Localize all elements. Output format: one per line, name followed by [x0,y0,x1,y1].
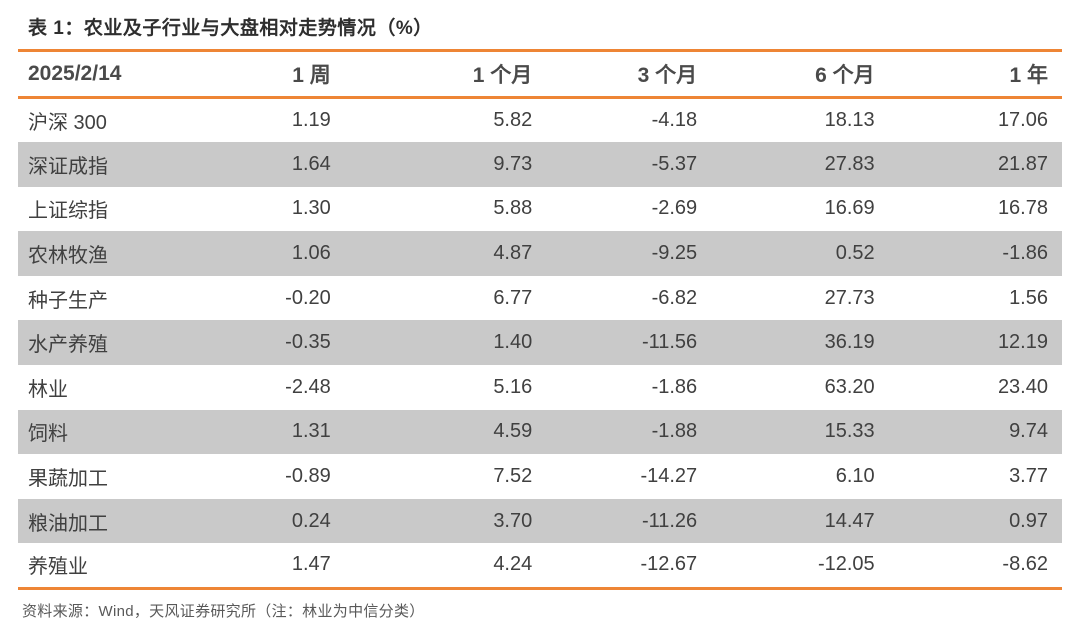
cell: -1.86 [1002,242,1048,265]
cell: 0.97 [1009,509,1048,532]
table-row: 上证综指 1.30 5.88 -2.69 16.69 16.78 [18,187,1062,232]
cell: 21.87 [997,152,1048,175]
table-row: 沪深 300 1.19 5.82 -4.18 18.13 17.06 [18,98,1062,143]
col-header-date: 2025/2/14 [18,50,158,99]
cell: 1.31 [291,420,331,443]
cell: 1.56 [1009,286,1048,309]
cell: -1.86 [651,375,698,398]
cell: 7.52 [493,465,533,488]
row-label: 林业 [28,378,68,401]
cell: 9.73 [493,152,533,175]
cell: 0.24 [291,509,331,532]
table-title: 表 1：农业及子行业与大盘相对走势情况（%） [28,18,433,39]
table-row: 饲料 1.31 4.59 -1.88 15.33 9.74 [18,409,1062,455]
relative-performance-table: 2025/2/14 1 周 1 个月 3 个月 6 个月 1 年 沪深 300 … [18,49,1062,590]
row-label: 粮油加工 [28,512,108,535]
cell: 15.33 [824,420,875,443]
cell: 5.88 [493,197,533,220]
cell: 5.16 [493,375,533,398]
source-note: 资料来源：Wind，天风证券研究所（注：林业为中信分类） [22,602,425,620]
row-label: 饲料 [28,423,68,446]
row-label: 种子生产 [28,289,108,312]
header-row: 2025/2/14 1 周 1 个月 3 个月 6 个月 1 年 [18,50,1062,99]
cell: -0.89 [285,465,331,488]
cell: 16.69 [824,197,875,220]
cell: 17.06 [997,109,1048,132]
cell: 1.47 [291,553,331,576]
col-header-6m: 6 个月 [711,50,889,99]
cell: 6.10 [835,465,875,488]
row-label: 果蔬加工 [28,468,108,491]
cell: 16.78 [997,197,1048,220]
cell: -11.26 [641,509,698,532]
table-row: 养殖业 1.47 4.24 -12.67 -12.05 -8.62 [18,543,1062,588]
table-row: 果蔬加工 -0.89 7.52 -14.27 6.10 3.77 [18,454,1062,499]
cell: 0.52 [835,242,875,265]
cell: 1.06 [291,242,331,265]
table-row: 林业 -2.48 5.16 -1.86 63.20 23.40 [18,365,1062,410]
cell: -9.25 [651,242,698,265]
cell: -1.88 [651,420,698,443]
table-row: 深证成指 1.64 9.73 -5.37 27.83 21.87 [18,142,1062,187]
cell: -14.27 [640,465,698,488]
cell: 3.70 [493,509,533,532]
cell: 3.77 [1009,465,1048,488]
cell: 12.19 [997,331,1048,354]
cell: -5.37 [651,152,698,175]
cell: -0.20 [285,286,331,309]
cell: 18.13 [824,109,875,132]
cell: 27.83 [824,152,875,175]
cell: -8.62 [1002,553,1048,576]
cell: -2.48 [285,375,331,398]
cell: 27.73 [824,286,875,309]
table-row: 水产养殖 -0.35 1.40 -11.56 36.19 12.19 [18,320,1062,366]
cell: 1.64 [291,152,331,175]
col-header-1m: 1 个月 [344,50,547,99]
col-header-1w: 1 周 [157,50,345,99]
row-label: 农林牧渔 [28,245,108,268]
cell: -4.18 [651,109,698,132]
cell: 36.19 [824,331,875,354]
cell: 1.40 [493,331,533,354]
row-label: 水产养殖 [28,334,108,357]
row-label: 沪深 300 [28,112,107,135]
cell: 63.20 [824,375,875,398]
cell: -11.56 [641,331,698,354]
cell: 4.59 [493,420,533,443]
cell: -12.05 [817,553,875,576]
table-row: 粮油加工 0.24 3.70 -11.26 14.47 0.97 [18,498,1062,544]
cell: -12.67 [640,553,698,576]
cell: 1.30 [291,197,331,220]
cell: -2.69 [651,197,698,220]
row-label: 养殖业 [28,556,88,579]
cell: 9.74 [1009,420,1048,443]
cell: 5.82 [493,109,533,132]
cell: 23.40 [997,375,1048,398]
row-label: 深证成指 [28,155,108,178]
cell: 1.19 [291,109,331,132]
cell: 6.77 [493,286,533,309]
table-row: 农林牧渔 1.06 4.87 -9.25 0.52 -1.86 [18,231,1062,276]
cell: -6.82 [651,286,698,309]
row-label: 上证综指 [28,200,108,223]
table-header: 2025/2/14 1 周 1 个月 3 个月 6 个月 1 年 [18,50,1062,99]
cell: 4.87 [493,242,533,265]
cell: -0.35 [285,331,331,354]
col-header-3m: 3 个月 [546,50,712,99]
col-header-1y: 1 年 [888,50,1062,99]
cell: 14.47 [824,509,875,532]
table-row: 种子生产 -0.20 6.77 -6.82 27.73 1.56 [18,276,1062,321]
cell: 4.24 [493,553,533,576]
table-body: 沪深 300 1.19 5.82 -4.18 18.13 17.06 深证成指 … [18,98,1062,589]
